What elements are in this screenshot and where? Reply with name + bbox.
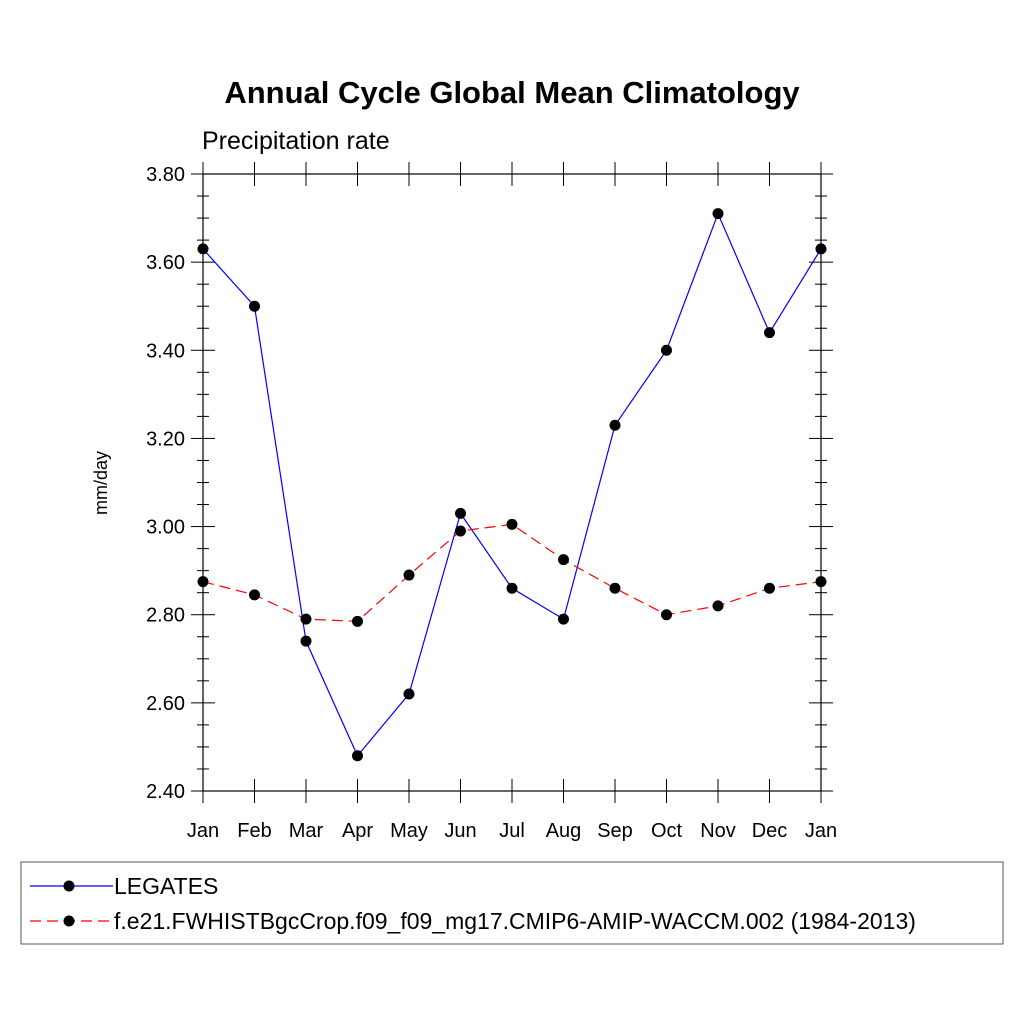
y-tick-label: 3.40 bbox=[146, 340, 185, 362]
series-2-point bbox=[403, 569, 415, 581]
series-2-point bbox=[455, 525, 466, 537]
series-1-point bbox=[197, 243, 209, 255]
legend-label-2: f.e21.FWHISTBgcCrop.f09_f09_mg17.CMIP6-A… bbox=[114, 908, 916, 934]
series-2-point bbox=[197, 576, 209, 588]
plot-axes: 2.40 2.60 2.80 3.00 3.20 3.40 3.60 3.80 Jan Feb Ma… bbox=[146, 162, 837, 842]
plot-frame bbox=[202, 173, 822, 792]
x-tick-label: Jun bbox=[444, 820, 476, 842]
series-2-point bbox=[661, 609, 672, 621]
chart-title: Annual Cycle Global Mean Climatology bbox=[224, 75, 800, 110]
legend: LEGATES f.e21.FWHISTBgcCrop.f09_f09_mg17.… bbox=[20, 861, 1004, 945]
series-1-point bbox=[558, 613, 569, 625]
chart-subtitle: Precipitation rate bbox=[202, 127, 390, 155]
series-1-point bbox=[661, 344, 672, 356]
y-tick-label: 2.40 bbox=[146, 781, 185, 803]
x-tick-label: Sep bbox=[597, 820, 633, 842]
series-1-point bbox=[352, 750, 363, 762]
series-2-point bbox=[300, 613, 312, 625]
x-tick-label: Oct bbox=[651, 820, 683, 842]
legend-marker-1 bbox=[63, 880, 75, 892]
y-tick-label: 2.80 bbox=[146, 605, 185, 627]
series-2-point bbox=[558, 554, 569, 566]
y-tick-label: 2.60 bbox=[146, 693, 185, 715]
x-tick-label: Jan bbox=[187, 820, 219, 842]
series-1-point bbox=[300, 635, 312, 647]
x-tick-label: Jan bbox=[805, 820, 837, 842]
legend-box bbox=[20, 861, 1004, 945]
x-tick-label: Mar bbox=[289, 820, 324, 842]
series-2-point bbox=[506, 518, 518, 530]
series-2-point bbox=[609, 582, 621, 594]
series-1-point bbox=[609, 419, 621, 431]
series-1-point bbox=[506, 582, 518, 594]
y-tick-label: 3.00 bbox=[146, 517, 185, 539]
series-1-point bbox=[764, 327, 775, 339]
legend-marker-2 bbox=[63, 915, 75, 927]
series-1-point bbox=[249, 300, 260, 312]
x-tick-label: May bbox=[390, 820, 428, 842]
series-2-point bbox=[712, 600, 724, 612]
y-axis-label: mm/day bbox=[91, 451, 111, 515]
y-tick-label: 3.60 bbox=[146, 252, 185, 274]
x-tick-label: Dec bbox=[752, 820, 788, 842]
x-tick-label: Nov bbox=[700, 820, 736, 842]
y-tick-label: 3.20 bbox=[146, 428, 185, 450]
y-tick-label: 3.80 bbox=[146, 164, 185, 186]
series-1-point bbox=[455, 507, 466, 519]
x-tick-label: Feb bbox=[237, 820, 271, 842]
x-tick-label: Jul bbox=[499, 820, 525, 842]
x-tick-label: Aug bbox=[546, 820, 582, 842]
series-line-1 bbox=[202, 212, 822, 757]
legend-label-1: LEGATES bbox=[114, 873, 218, 899]
series-1-point bbox=[815, 243, 827, 255]
series-2-point bbox=[815, 576, 827, 588]
series-2-point bbox=[352, 615, 363, 627]
series-2-point bbox=[249, 589, 260, 601]
series-2-point bbox=[764, 582, 775, 594]
series-1-point bbox=[712, 208, 724, 220]
series-layer bbox=[197, 208, 827, 762]
x-tick-label: Apr bbox=[342, 820, 373, 842]
series-1-point bbox=[403, 688, 415, 700]
